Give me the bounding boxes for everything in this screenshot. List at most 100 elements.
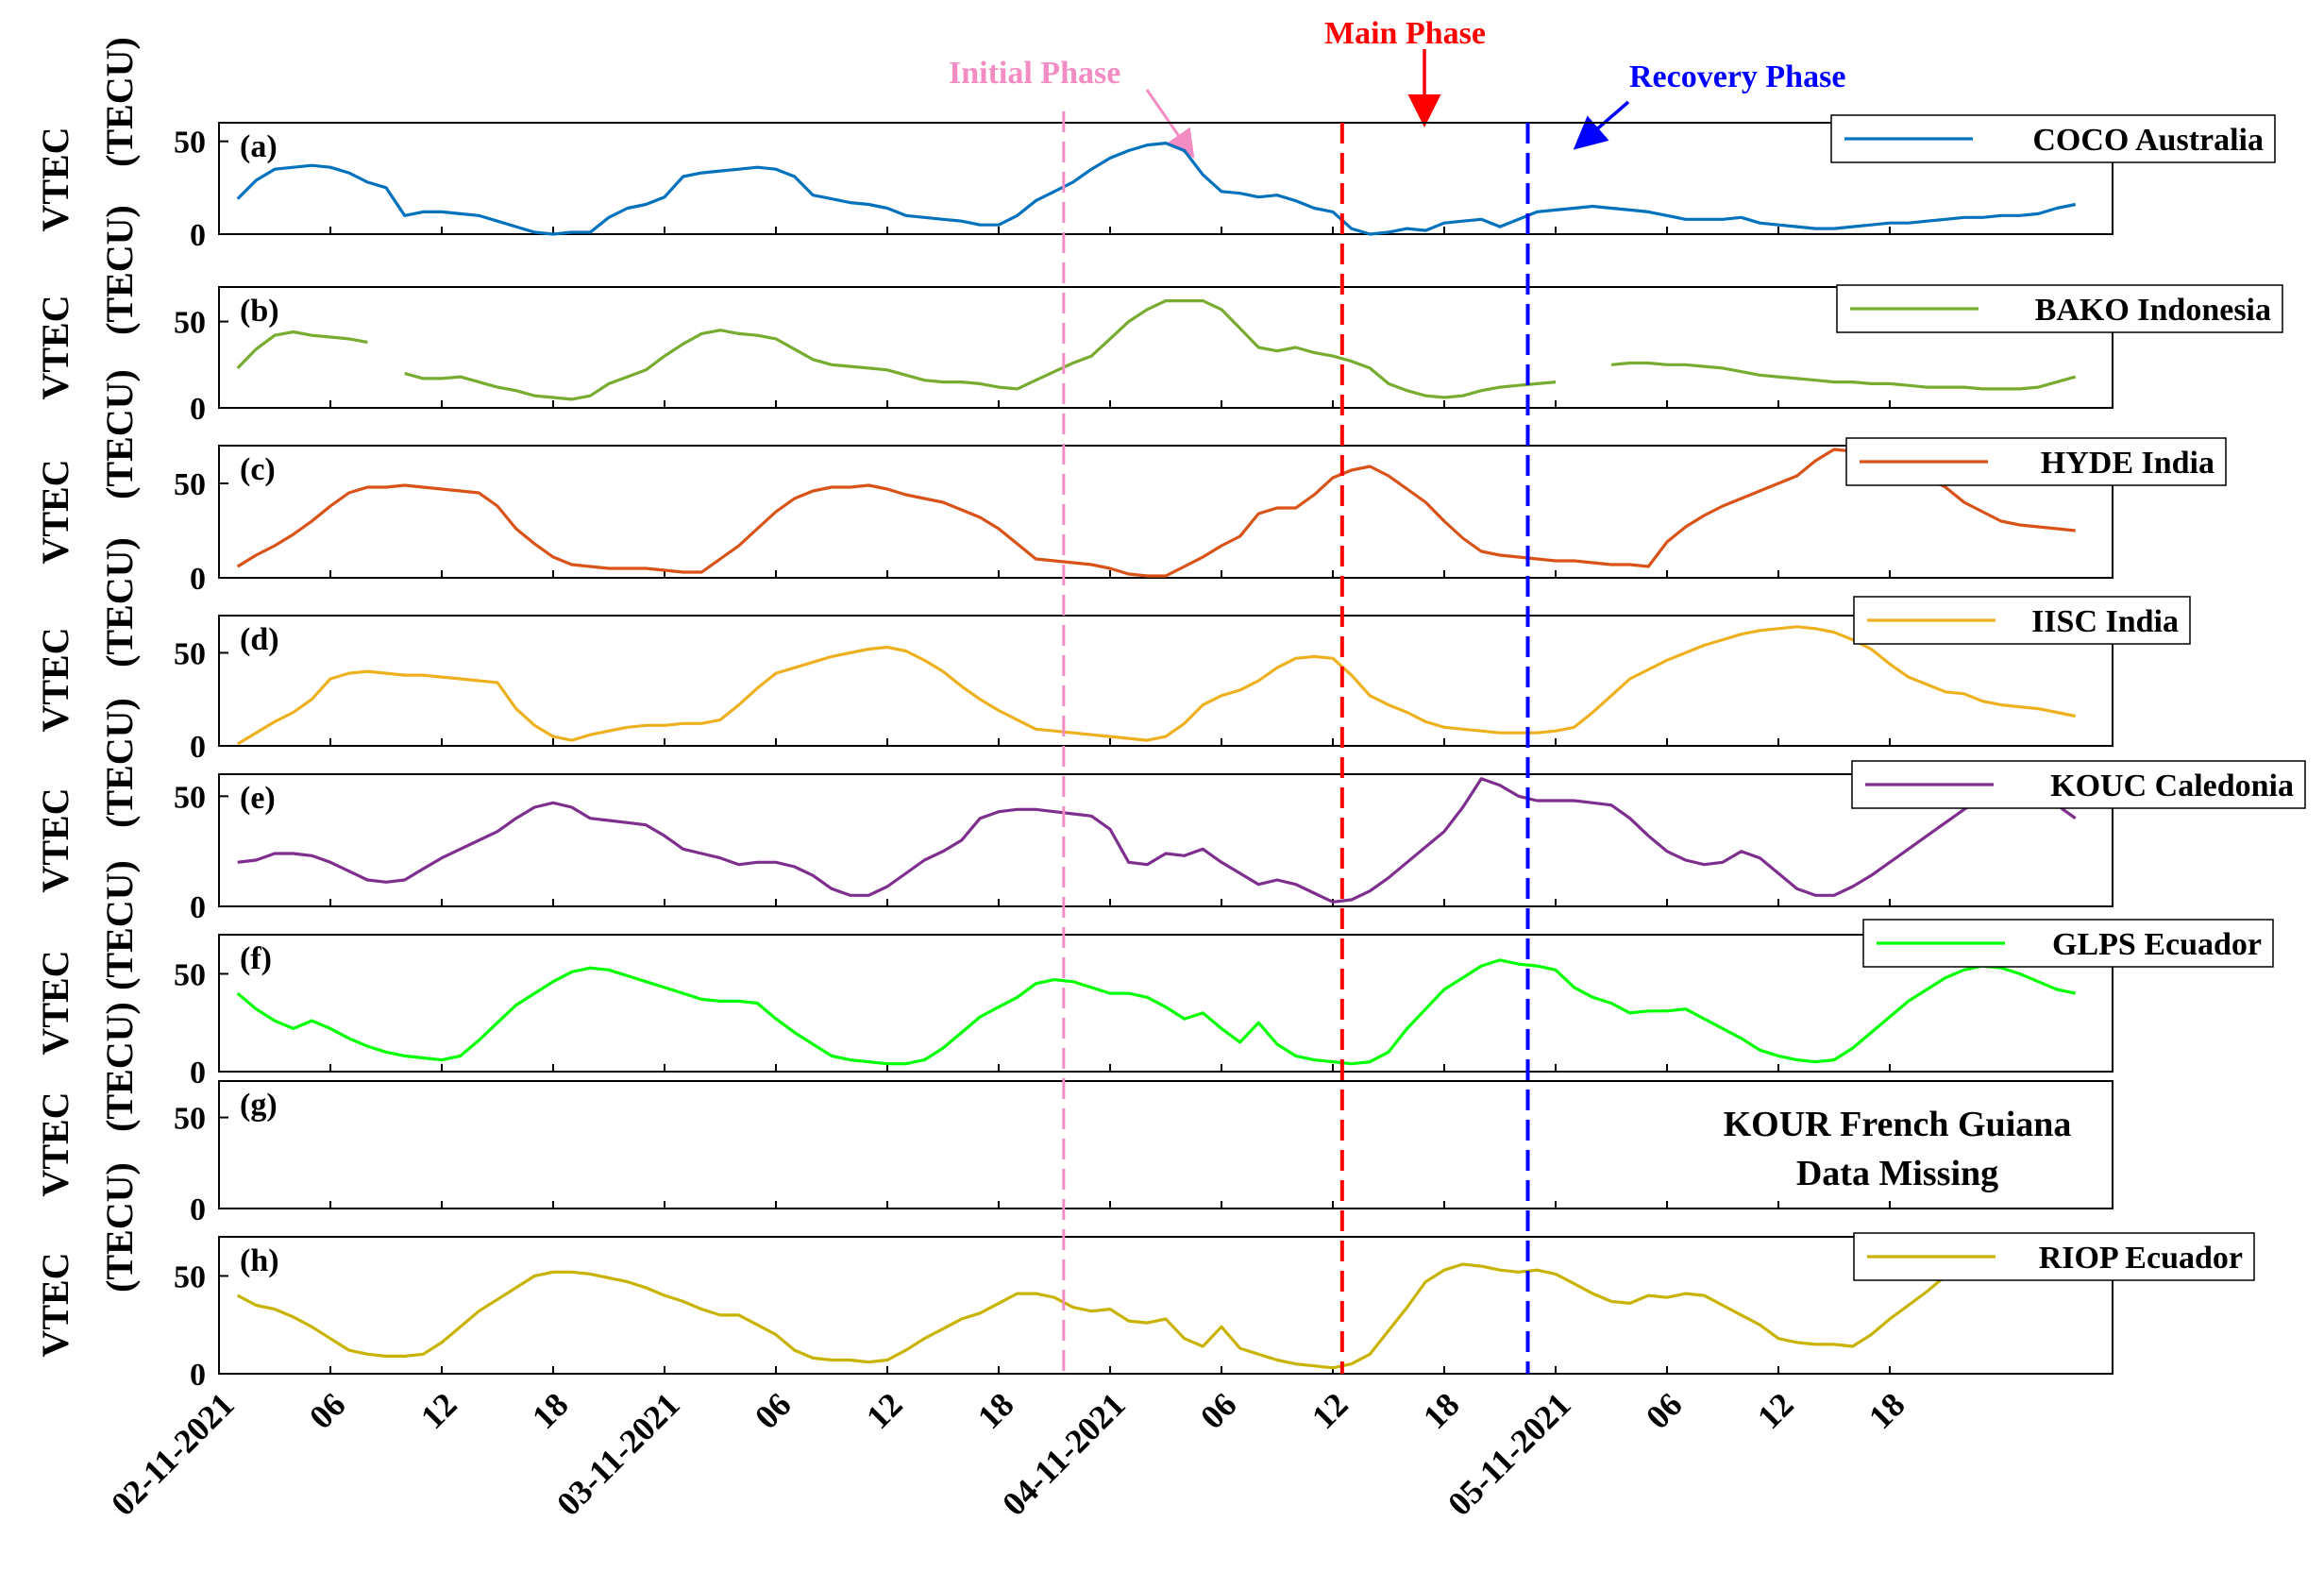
legend: HYDE India [1845,437,2227,486]
panel-e: 0 50 (e) KOUC Caledonia [174,760,2306,925]
phase-lines [1062,111,1530,1374]
panel-frame [218,445,2113,579]
x-tick-label: 12 [413,1385,464,1436]
x-tick-label: 02-11-2021 [104,1385,242,1523]
legend: BAKO Indonesia [1836,284,2283,333]
panel-frame [218,122,2113,235]
y-tick-label: 50 [174,636,206,671]
legend-label: HYDE India [2041,446,2215,481]
y-axis-label-vtec: VTEC [34,459,76,564]
x-tick-label: 06 [302,1385,353,1436]
panel-tag: (f) [240,941,272,976]
y-axis-label-tecu: (TECU) [98,860,141,990]
x-tick-label: 06 [1639,1385,1690,1436]
legend: IISC India [1853,596,2191,645]
panel-frame [218,1236,2113,1375]
y-axis-label-tecu: (TECU) [98,1002,141,1132]
panel-tag: (g) [240,1088,278,1123]
x-tick-label: 12 [1305,1385,1356,1436]
y-axis-label-vtec: VTEC [34,1252,76,1357]
panels-layer: 0 50 (a) COCO Australia 0 50 (b) BAKO Indonesia… [174,114,2306,1393]
y-axis-label-vtec: VTEC [34,787,76,892]
y-axis-label-vtec: VTEC [34,127,76,231]
series-line-iisc [236,625,2077,746]
y-tick-label: 50 [174,306,206,341]
legend-label: IISC India [2031,604,2179,639]
y-axis-label-tecu: (TECU) [98,37,141,167]
y-tick-label: 0 [190,1358,206,1393]
y-tick-label: 0 [190,730,206,765]
panel-h: 0 50 (h) RIOP Ecuador [174,1232,2255,1393]
legend-label: RIOP Ecuador [2039,1241,2243,1276]
series-line-hyde [236,448,2076,578]
legend: KOUC Caledonia [1851,760,2306,809]
y-axis-label-tecu: (TECU) [98,369,141,499]
legend-label: GLPS Ecuador [2052,927,2262,962]
x-tick-label: 18 [1861,1385,1912,1436]
panel-frame [218,934,2113,1073]
series-line-kouc [237,777,2077,904]
main-phase-label: Main Phase [1324,16,1486,51]
y-axis-label-vtec: VTEC [34,950,76,1055]
panel-g: 0 50 (g) KOUR French Guiana Data Missing [174,1080,2113,1227]
legend-label: KOUC Caledonia [2050,769,2294,803]
missing-data-note: KOUR French Guiana [1724,1105,2072,1144]
x-tick-label: 06 [748,1385,799,1436]
y-tick-label: 0 [190,890,206,925]
panel-tag: (e) [240,781,276,816]
panel-c: 0 50 (c) HYDE India [174,437,2227,597]
y-axis-label-vtec: VTEC [34,295,76,399]
panel-f: 0 50 (f) GLPS Ecuador [174,919,2274,1090]
panel-tag: (c) [240,452,276,487]
series-line-riop [236,1248,2077,1370]
y-tick-label: 50 [174,1102,206,1137]
legend: COCO Australia [1830,114,2276,163]
x-tick-label: 03-11-2021 [549,1385,687,1523]
y-axis-label-tecu: (TECU) [98,1162,141,1293]
x-tick-label: 12 [1750,1385,1801,1436]
y-axis-label-tecu: (TECU) [98,698,141,828]
legend: GLPS Ecuador [1862,919,2274,968]
series-line-coco [236,142,2077,236]
y-tick-label: 0 [190,218,206,253]
initial-phase-label: Initial Phase [949,56,1120,91]
y-tick-label: 0 [190,1056,206,1090]
y-tick-label: 50 [174,126,206,161]
y-axis-label-vtec: VTEC [34,627,76,732]
x-tick-label: 06 [1193,1385,1244,1436]
y-tick-label: 0 [190,562,206,597]
legend-label: COCO Australia [2032,123,2264,158]
y-tick-label: 50 [174,780,206,815]
y-tick-label: 50 [174,467,206,502]
y-axis-label-vtec: VTEC [34,1091,76,1196]
phase-annotations: Initial Phase Main Phase Recovery Phase [949,16,1845,159]
legend-label: BAKO Indonesia [2035,293,2271,328]
y-axis-label-tecu: (TECU) [98,537,141,668]
panel-frame [218,286,2113,409]
x-tick-label: 18 [1416,1385,1467,1436]
y-tick-label: 50 [174,1259,206,1294]
y-axis-labels: VTEC (TECU) VTEC (TECU) VTEC (TECU) VTEC (TECU)… [34,37,141,1357]
recovery-phase-label: Recovery Phase [1629,59,1845,94]
panel-frame [218,615,2113,747]
legend: RIOP Ecuador [1853,1232,2255,1281]
panel-frame [218,1080,2113,1209]
x-tick-label: 12 [859,1385,910,1436]
y-axis-label-tecu: (TECU) [98,205,141,335]
y-tick-label: 0 [190,1192,206,1227]
x-tick-label: 04-11-2021 [995,1385,1133,1523]
panel-tag: (a) [240,129,278,164]
panel-frame [218,773,2113,907]
x-tick-label: 18 [970,1385,1021,1436]
panel-a: 0 50 (a) COCO Australia [174,114,2276,253]
panel-b: 0 50 (b) BAKO Indonesia [174,284,2283,427]
missing-data-note: Data Missing [1796,1154,1998,1193]
x-tick-label: 05-11-2021 [1440,1385,1578,1523]
panel-tag: (b) [240,294,279,329]
series-line-bako [236,299,2077,401]
y-tick-label: 0 [190,392,206,427]
panel-tag: (d) [240,622,279,657]
panel-tag: (h) [240,1243,279,1278]
